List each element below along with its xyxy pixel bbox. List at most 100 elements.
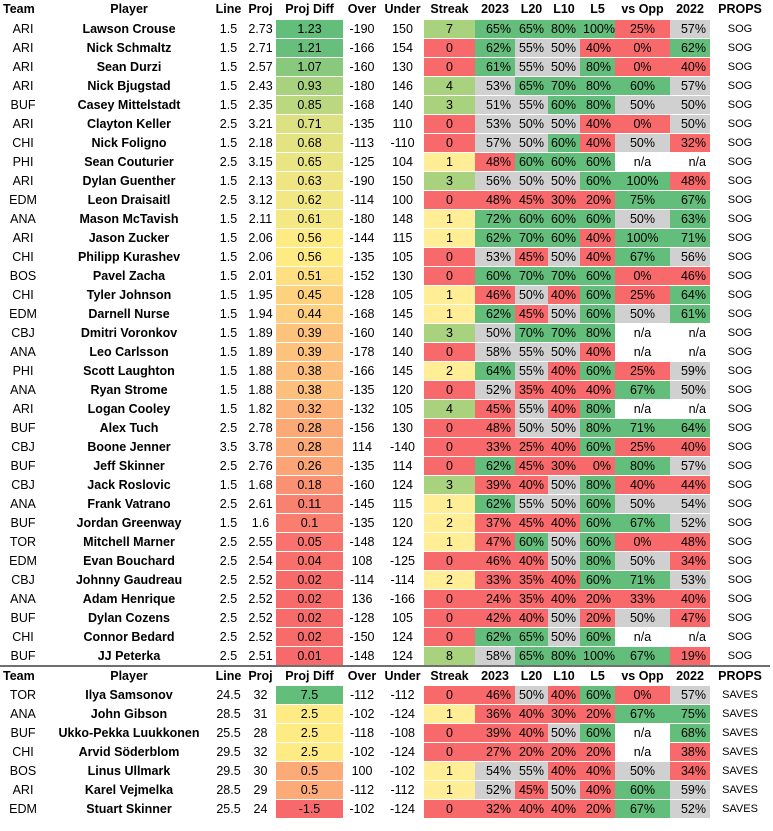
cell-under: -102: [381, 761, 424, 781]
cell-vs-opp: 71%: [615, 418, 670, 438]
cell-l20: 55%: [515, 95, 548, 115]
cell-pct-2022: 56%: [670, 247, 710, 267]
cell-props: SOG: [710, 551, 770, 571]
cell-l10: 40%: [548, 437, 580, 457]
cell-vs-opp: 25%: [615, 361, 670, 381]
cell-over: -150: [343, 627, 381, 647]
cell-player: Pavel Zacha: [46, 266, 212, 286]
cell-props: SOG: [710, 418, 770, 438]
cell-pct-2022: 19%: [670, 646, 710, 666]
cell-team: CBJ: [0, 475, 46, 495]
cell-pct-2022: 44%: [670, 475, 710, 495]
cell-streak: 0: [424, 342, 475, 362]
cell-over: -135: [343, 456, 381, 476]
cell-proj: 2.13: [245, 171, 276, 191]
cell-under: -124: [381, 799, 424, 819]
cell-pct-2022: 34%: [670, 761, 710, 781]
cell-l20: 35%: [515, 589, 548, 609]
cell-player: Evan Bouchard: [46, 551, 212, 571]
cell-pct-2022: 46%: [670, 266, 710, 286]
cell-l20: 40%: [515, 551, 548, 571]
cell-proj: 2.52: [245, 589, 276, 609]
table-row: TOR Ilya Samsonov 24.5 32 7.5 -112 -112 0 46% 50%…: [0, 685, 770, 705]
cell-l5: 80%: [580, 323, 615, 343]
cell-line: 1.5: [212, 95, 245, 115]
cell-vs-opp: 80%: [615, 456, 670, 476]
cell-l5: 40%: [580, 133, 615, 153]
cell-player: Nick Schmaltz: [46, 38, 212, 58]
cell-pct-2022: 57%: [670, 685, 710, 705]
cell-under: 130: [381, 418, 424, 438]
cell-team: ARI: [0, 780, 46, 800]
cell-pct-2022: n/a: [670, 627, 710, 647]
cell-under: 148: [381, 209, 424, 229]
cell-l5: 80%: [580, 551, 615, 571]
cell-l10: 50%: [548, 475, 580, 495]
cell-pct-2022: 62%: [670, 38, 710, 58]
cell-l10: 60%: [548, 209, 580, 229]
cell-team: ARI: [0, 19, 46, 39]
cell-pct-2023: 57%: [475, 133, 515, 153]
cell-props: SAVES: [710, 742, 770, 762]
cell-l10: 60%: [548, 228, 580, 248]
cell-team: ARI: [0, 114, 46, 134]
cell-player: Ukko-Pekka Luukkonen: [46, 723, 212, 743]
cell-proj-diff: 0.05: [276, 532, 343, 552]
cell-l20: 20%: [515, 742, 548, 762]
cell-player: Sean Couturier: [46, 152, 212, 172]
cell-over: -145: [343, 494, 381, 514]
cell-over: -160: [343, 57, 381, 77]
table-row: ARI Jason Zucker 1.5 2.06 0.56 -144 115 1 62% 70%…: [0, 228, 770, 248]
cell-line: 1.5: [212, 76, 245, 96]
cell-over: 114: [343, 437, 381, 457]
cell-l20: 40%: [515, 723, 548, 743]
cell-l20: 70%: [515, 228, 548, 248]
cell-pct-2023: 60%: [475, 266, 515, 286]
header-props: PROPS: [710, 665, 770, 686]
cell-pct-2022: n/a: [670, 342, 710, 362]
cell-vs-opp: 0%: [615, 114, 670, 134]
cell-pct-2022: 61%: [670, 304, 710, 324]
table-row: BUF Dylan Cozens 2.5 2.52 0.02 -128 105 0 42% 40%…: [0, 608, 770, 628]
cell-props: SOG: [710, 589, 770, 609]
cell-team: EDM: [0, 551, 46, 571]
cell-l5: 80%: [580, 475, 615, 495]
cell-pct-2022: 48%: [670, 532, 710, 552]
cell-l20: 50%: [515, 418, 548, 438]
cell-team: BOS: [0, 761, 46, 781]
cell-l10: 50%: [548, 247, 580, 267]
cell-pct-2023: 61%: [475, 57, 515, 77]
cell-player: Karel Vejmelka: [46, 780, 212, 800]
cell-l10: 50%: [548, 780, 580, 800]
cell-team: ANA: [0, 342, 46, 362]
cell-pct-2023: 62%: [475, 38, 515, 58]
cell-l20: 50%: [515, 171, 548, 191]
cell-proj: 2.35: [245, 95, 276, 115]
cell-team: BUF: [0, 418, 46, 438]
cell-under: 104: [381, 152, 424, 172]
cell-props: SOG: [710, 456, 770, 476]
cell-proj-diff: 0.93: [276, 76, 343, 96]
cell-proj-diff: 0.5: [276, 761, 343, 781]
cell-props: SOG: [710, 361, 770, 381]
cell-under: 130: [381, 266, 424, 286]
cell-over: -160: [343, 475, 381, 495]
cell-l20: 45%: [515, 304, 548, 324]
cell-l20: 55%: [515, 761, 548, 781]
cell-l20: 50%: [515, 114, 548, 134]
cell-l10: 40%: [548, 380, 580, 400]
cell-team: BOS: [0, 266, 46, 286]
cell-line: 2.5: [212, 494, 245, 514]
cell-streak: 2: [424, 570, 475, 590]
cell-pct-2023: 52%: [475, 780, 515, 800]
cell-under: 115: [381, 494, 424, 514]
cell-proj: 2.61: [245, 494, 276, 514]
cell-over: -152: [343, 266, 381, 286]
cell-under: -108: [381, 723, 424, 743]
cell-over: -113: [343, 133, 381, 153]
cell-player: Connor Bedard: [46, 627, 212, 647]
cell-line: 24.5: [212, 685, 245, 705]
cell-line: 1.5: [212, 133, 245, 153]
cell-pct-2023: 24%: [475, 589, 515, 609]
cell-l10: 40%: [548, 285, 580, 305]
